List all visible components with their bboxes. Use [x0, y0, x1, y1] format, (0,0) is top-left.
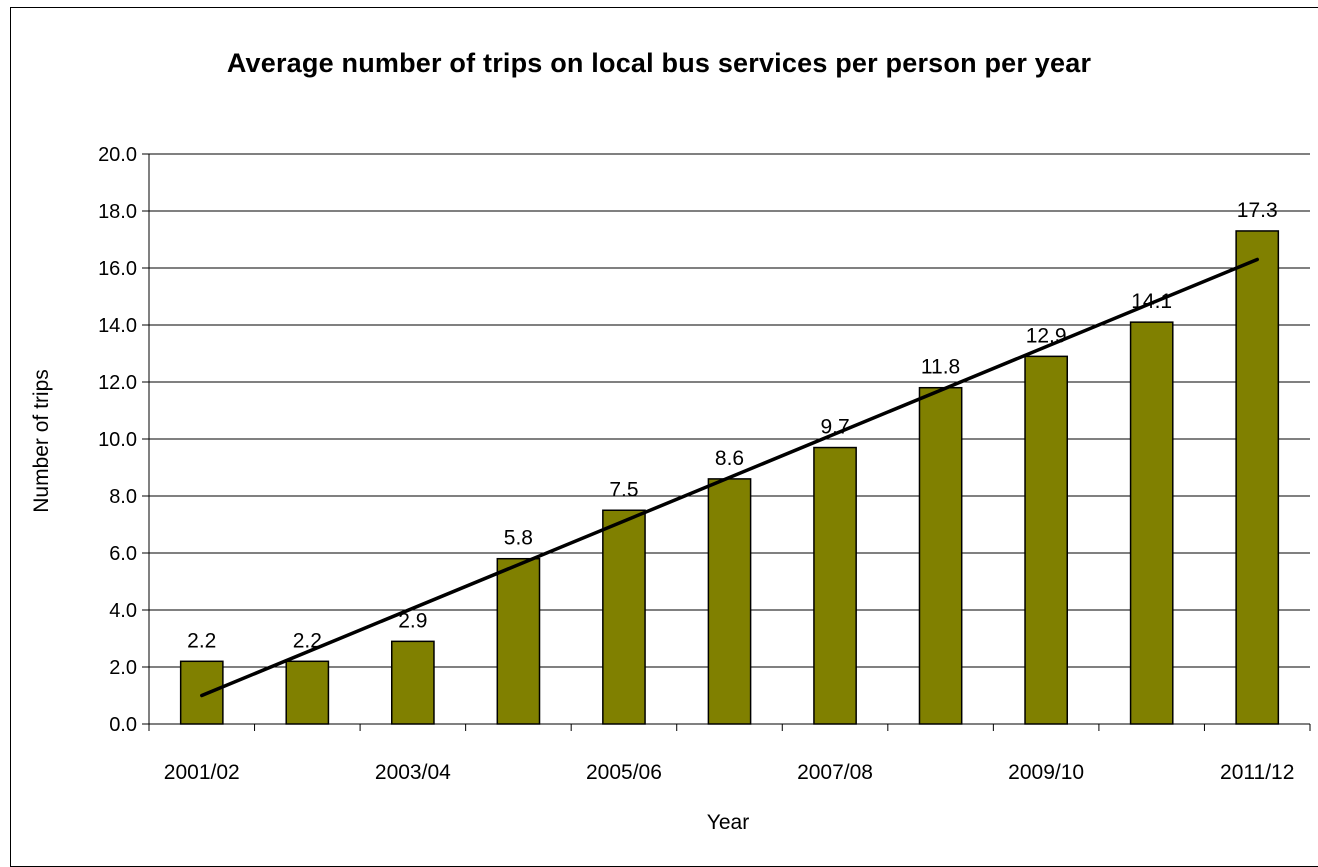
y-tick-label: 8.0: [109, 486, 137, 508]
y-tick-label: 0.0: [109, 714, 137, 736]
bar: [285, 660, 330, 725]
x-tick-label: 2003/04: [375, 761, 451, 784]
data-label: 9.7: [820, 416, 849, 439]
data-label: 11.8: [921, 356, 960, 379]
y-axis-title: Number of trips: [30, 369, 53, 513]
x-tick-label: 2001/02: [164, 761, 240, 784]
bar: [707, 478, 752, 725]
data-labels: 2.2 2.2 2.9 5.8 7.5 8.6 9.7 11.8 12.9 14.1 17.3: [187, 199, 1277, 652]
data-label: 5.8: [504, 527, 533, 550]
trendline: [200, 257, 1259, 698]
y-tick-label: 10.0: [98, 429, 137, 451]
y-tick-label: 2.0: [109, 657, 137, 679]
y-tick-label: 20.0: [98, 144, 137, 166]
y-tick-label: 4.0: [109, 600, 137, 622]
bar: [1129, 321, 1174, 725]
data-label: 8.6: [715, 447, 744, 470]
bar: [179, 660, 224, 725]
y-tick-label: 6.0: [109, 543, 137, 565]
axes: 0.0 2.0 4.0 6.0 8.0 10.0 12.0 14.0 16.0 18.0 20.0 2…: [98, 144, 1311, 784]
x-tick-label: 2007/08: [797, 761, 873, 784]
bar: [813, 446, 857, 725]
y-tick-label: 14.0: [98, 315, 137, 337]
y-tick-label: 18.0: [98, 201, 137, 223]
data-label: 2.2: [187, 629, 216, 652]
data-label: 14.1: [1131, 290, 1172, 313]
bar: [1024, 355, 1068, 725]
chart-title: Average number of trips on local bus ser…: [226, 48, 1092, 78]
data-label: 17.3: [1237, 199, 1278, 222]
gridlines: [149, 153, 1310, 668]
bar: [1235, 230, 1280, 725]
bar: [602, 509, 646, 725]
bar: [918, 386, 963, 725]
y-tick-label: 16.0: [98, 258, 137, 280]
data-label: 2.9: [398, 609, 427, 632]
data-label: 7.5: [609, 478, 638, 501]
data-label: 2.2: [293, 629, 322, 652]
x-axis-title: Year: [707, 811, 749, 834]
x-tick-label: 2005/06: [586, 761, 662, 784]
x-tick-label: 2011/12: [1220, 761, 1294, 784]
bar: [496, 557, 541, 725]
trendline-group: [200, 257, 1259, 698]
x-tick-label: 2009/10: [1008, 761, 1084, 784]
y-tick-label: 12.0: [98, 372, 137, 394]
bar: [391, 640, 435, 725]
data-label: 12.9: [1026, 324, 1067, 347]
